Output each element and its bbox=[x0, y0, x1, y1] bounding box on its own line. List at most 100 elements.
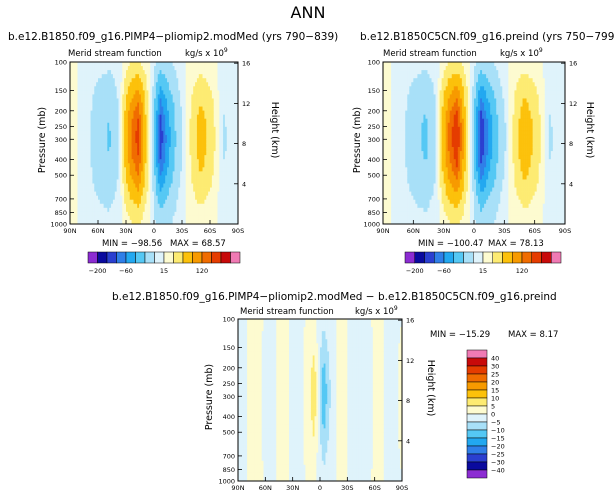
panel-2-cell bbox=[389, 94, 392, 99]
panel-2-cell bbox=[441, 94, 445, 99]
panel-1-cell bbox=[142, 199, 146, 205]
panel-1-cell bbox=[133, 163, 136, 168]
panel-1-cell bbox=[142, 134, 146, 140]
panel-1-cell bbox=[71, 102, 75, 107]
panel-2-cell bbox=[393, 106, 396, 111]
panel-2-cell bbox=[425, 179, 428, 184]
panel-2-cell bbox=[401, 187, 404, 192]
panel-1-cell bbox=[109, 98, 112, 103]
panel-1-cell bbox=[75, 219, 78, 225]
panel-2-cell bbox=[395, 163, 398, 168]
panel-1-cell bbox=[107, 183, 110, 188]
panel-1-cell bbox=[124, 211, 127, 217]
panel-1-cell bbox=[90, 207, 93, 213]
panel-2-cell bbox=[399, 130, 402, 136]
panel-1-cell bbox=[135, 102, 138, 107]
panel-1-cell bbox=[111, 126, 114, 132]
panel-1-cell bbox=[83, 199, 86, 205]
panel-1-cell bbox=[84, 183, 88, 188]
panel-2-cell bbox=[429, 90, 432, 95]
panel-2-cell bbox=[419, 106, 422, 111]
panel-1-cell bbox=[124, 187, 127, 192]
panel-2-cell bbox=[405, 207, 408, 213]
panel-1-cell bbox=[146, 110, 149, 115]
panel-1-cell bbox=[70, 94, 73, 99]
panel-2-cell bbox=[443, 130, 447, 136]
panel-2-cell bbox=[405, 62, 408, 67]
panel-2-cell bbox=[409, 102, 412, 107]
panel-1-cell bbox=[73, 122, 76, 128]
panel-1-cell bbox=[71, 94, 75, 99]
panel-1-cell bbox=[84, 94, 88, 99]
panel-1-cell bbox=[137, 151, 140, 156]
panel-1-cell bbox=[84, 175, 88, 180]
panel-1-cell bbox=[77, 82, 80, 87]
panel-1-cell bbox=[111, 66, 114, 71]
panel-2-cell bbox=[435, 110, 438, 115]
panel-1-cell bbox=[126, 203, 129, 209]
panel-2-cell bbox=[421, 66, 424, 71]
panel-2-cell bbox=[393, 102, 396, 107]
panel-2-cell bbox=[423, 66, 426, 71]
panel-2-cell bbox=[437, 114, 440, 120]
panel-1-cell bbox=[71, 126, 75, 132]
panel-2-cell bbox=[425, 130, 428, 136]
panel-2-cell bbox=[411, 98, 414, 103]
panel-1-cell bbox=[114, 118, 118, 124]
panel-2-cell bbox=[395, 118, 398, 124]
panel-1-cell bbox=[107, 86, 110, 91]
panel-2-cell bbox=[417, 90, 420, 95]
panel-1-cell bbox=[120, 175, 123, 180]
panel-1-cell bbox=[105, 207, 108, 213]
panel-2-cell bbox=[389, 215, 392, 221]
panel-2-cell bbox=[397, 98, 400, 103]
panel-1-cell bbox=[73, 207, 76, 213]
panel-2-cell bbox=[385, 66, 388, 71]
panel-2-cell bbox=[397, 86, 400, 91]
panel-1-cell bbox=[139, 106, 142, 111]
panel-1-cell bbox=[103, 195, 106, 201]
panel-1-cell bbox=[139, 90, 142, 95]
panel-1-cell bbox=[112, 147, 116, 152]
panel-1-cell bbox=[146, 163, 149, 168]
panel-1-cell bbox=[118, 98, 121, 103]
panel-1-cell bbox=[140, 114, 144, 120]
panel-1-cell bbox=[83, 78, 86, 83]
panel-2-cell bbox=[413, 122, 416, 128]
panel-2-cell bbox=[415, 62, 418, 67]
panel-2-cell bbox=[389, 155, 392, 160]
panel-1-cell bbox=[90, 219, 93, 225]
panel-2-cell bbox=[413, 143, 416, 148]
panel-2-cell bbox=[393, 183, 396, 188]
panel-1-cell bbox=[142, 215, 146, 221]
panel-2-cell bbox=[401, 82, 404, 87]
panel-1-cell bbox=[146, 114, 149, 120]
panel-2-cell bbox=[421, 98, 424, 103]
panel-2-cell bbox=[433, 155, 436, 160]
panel-1-cell bbox=[114, 130, 118, 136]
panel-2-cell bbox=[439, 122, 442, 128]
panel-2-cell bbox=[437, 155, 440, 160]
panel-2-cell bbox=[443, 134, 447, 140]
panel-1-colorbar-swatch bbox=[135, 251, 146, 264]
panel-2-cell bbox=[395, 70, 398, 75]
panel-2-cell bbox=[399, 106, 402, 111]
panel-2-cell bbox=[391, 138, 394, 144]
panel-1-cell bbox=[86, 134, 90, 140]
panel-1-cell bbox=[81, 215, 84, 221]
panel-1-cell bbox=[96, 191, 99, 196]
panel-2-cell bbox=[441, 118, 445, 124]
panel-1-cell bbox=[116, 114, 119, 120]
panel-1-cell bbox=[142, 219, 146, 225]
panel-2-cell bbox=[399, 110, 402, 115]
panel-1-cell bbox=[94, 171, 97, 176]
panel-1-cell bbox=[124, 118, 127, 124]
panel-1-cell bbox=[112, 155, 116, 160]
panel-1-cell bbox=[142, 195, 146, 201]
panel-1-cell bbox=[124, 183, 127, 188]
panel-1-cell bbox=[83, 143, 86, 148]
panel-2-cell bbox=[421, 183, 424, 188]
panel-2-cell bbox=[419, 215, 422, 221]
figure-heading: ANN bbox=[291, 3, 326, 22]
panel-2-cell bbox=[397, 94, 400, 99]
